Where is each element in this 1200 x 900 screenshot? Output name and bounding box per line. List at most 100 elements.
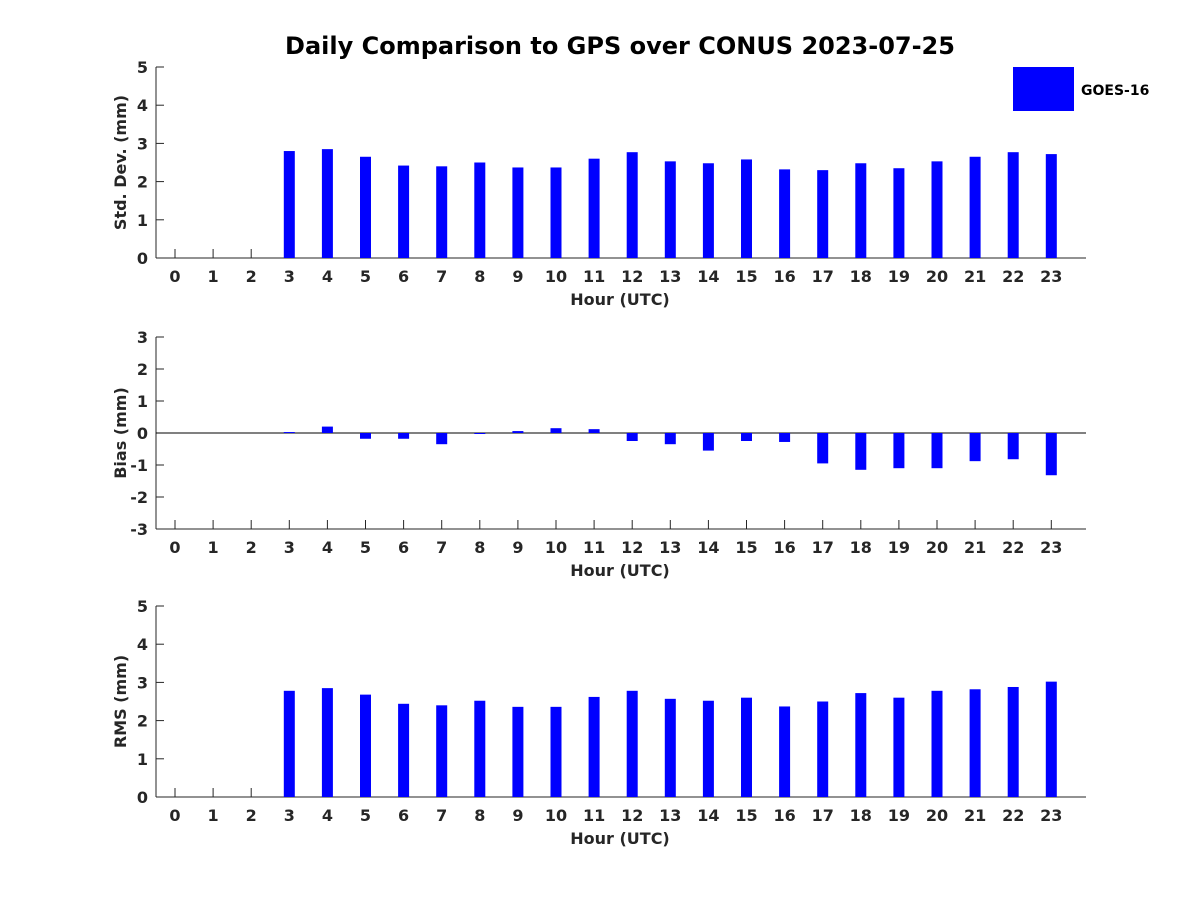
bar-hour-13 — [664, 433, 676, 445]
y-tick-label: 0 — [137, 424, 148, 443]
y-tick-label: 0 — [137, 788, 148, 807]
bar-hour-4 — [321, 149, 333, 258]
bar-hour-9 — [512, 167, 524, 258]
x-tick-label: 14 — [697, 538, 719, 557]
x-tick-label: 3 — [284, 538, 295, 557]
x-tick-label: 17 — [812, 267, 834, 286]
bar-hour-17 — [817, 170, 829, 258]
y-tick-label: 5 — [137, 597, 148, 616]
chart-title: Daily Comparison to GPS over CONUS 2023-… — [285, 32, 955, 60]
x-tick-label: 2 — [246, 806, 257, 825]
x-tick-label: 5 — [360, 538, 371, 557]
bar-hour-6 — [398, 703, 410, 797]
bar-hour-23 — [1045, 433, 1057, 476]
x-axis-label: Hour (UTC) — [570, 290, 670, 309]
y-tick-label: -3 — [130, 520, 148, 539]
y-tick-label: 2 — [137, 173, 148, 192]
x-tick-label: 17 — [812, 538, 834, 557]
bar-hour-8 — [474, 700, 486, 797]
x-tick-label: 4 — [322, 806, 333, 825]
bar-hour-10 — [550, 428, 562, 433]
bar-hour-10 — [550, 167, 562, 258]
y-tick-label: 3 — [137, 134, 148, 153]
bar-hour-18 — [855, 433, 867, 470]
bar-hour-3 — [283, 432, 295, 434]
y-tick-label: 4 — [137, 635, 148, 654]
x-tick-label: 23 — [1040, 806, 1062, 825]
bar-hour-14 — [702, 163, 714, 258]
x-axis-label: Hour (UTC) — [570, 829, 670, 848]
x-tick-label: 23 — [1040, 538, 1062, 557]
x-tick-label: 11 — [583, 267, 605, 286]
x-tick-label: 12 — [621, 267, 643, 286]
bar-hour-12 — [626, 433, 638, 441]
x-tick-label: 19 — [888, 806, 910, 825]
x-tick-label: 5 — [360, 806, 371, 825]
x-tick-label: 1 — [208, 806, 219, 825]
x-tick-label: 13 — [659, 806, 681, 825]
bar-hour-7 — [436, 705, 448, 797]
x-tick-label: 22 — [1002, 806, 1024, 825]
x-tick-label: 8 — [474, 806, 485, 825]
y-tick-label: 2 — [137, 712, 148, 731]
x-tick-label: 5 — [360, 267, 371, 286]
legend-swatch — [1013, 67, 1074, 111]
x-axis-label: Hour (UTC) — [570, 561, 670, 580]
x-tick-label: 20 — [926, 806, 948, 825]
x-tick-label: 9 — [512, 267, 523, 286]
bar-hour-12 — [626, 152, 638, 258]
bar-hour-17 — [817, 701, 829, 797]
x-tick-label: 10 — [545, 267, 567, 286]
bar-hour-22 — [1007, 686, 1019, 797]
x-tick-label: 6 — [398, 538, 409, 557]
x-tick-label: 12 — [621, 806, 643, 825]
bar-hour-14 — [702, 433, 714, 451]
bar-hour-8 — [474, 433, 486, 434]
bar-hour-15 — [741, 433, 752, 441]
y-axis-label: Std. Dev. (mm) — [111, 95, 130, 230]
x-tick-label: 21 — [964, 806, 986, 825]
y-tick-label: 4 — [137, 96, 148, 115]
x-tick-label: 3 — [284, 267, 295, 286]
bar-hour-9 — [512, 431, 524, 433]
x-tick-label: 4 — [322, 267, 333, 286]
y-tick-label: 3 — [137, 673, 148, 692]
bar-hour-23 — [1045, 154, 1057, 258]
bar-hour-20 — [931, 161, 943, 258]
bar-hour-21 — [969, 433, 981, 462]
x-tick-label: 11 — [583, 538, 605, 557]
x-tick-label: 8 — [474, 538, 485, 557]
x-tick-label: 7 — [436, 806, 447, 825]
x-tick-label: 22 — [1002, 267, 1024, 286]
y-tick-label: 3 — [137, 328, 148, 347]
bar-hour-15 — [741, 159, 752, 258]
x-tick-label: 1 — [208, 267, 219, 286]
y-tick-label: 0 — [137, 249, 148, 268]
bar-hour-12 — [626, 690, 638, 797]
x-tick-label: 17 — [812, 806, 834, 825]
x-tick-label: 3 — [284, 806, 295, 825]
bar-hour-17 — [817, 433, 829, 464]
bar-hour-3 — [283, 151, 295, 258]
x-tick-label: 15 — [735, 538, 757, 557]
x-tick-label: 0 — [169, 267, 180, 286]
x-tick-label: 12 — [621, 538, 643, 557]
x-tick-label: 7 — [436, 538, 447, 557]
bar-hour-14 — [702, 700, 714, 797]
x-tick-label: 19 — [888, 267, 910, 286]
x-tick-label: 10 — [545, 806, 567, 825]
bar-hour-11 — [588, 429, 600, 433]
bar-hour-23 — [1045, 681, 1057, 797]
x-tick-label: 16 — [773, 806, 795, 825]
x-tick-label: 19 — [888, 538, 910, 557]
bar-hour-11 — [588, 696, 600, 797]
bar-hour-19 — [893, 168, 905, 258]
x-tick-label: 8 — [474, 267, 485, 286]
bar-hour-4 — [321, 426, 333, 433]
x-tick-label: 6 — [398, 806, 409, 825]
bar-hour-13 — [664, 161, 676, 258]
bar-hour-16 — [779, 169, 791, 258]
bar-hour-8 — [474, 162, 486, 258]
